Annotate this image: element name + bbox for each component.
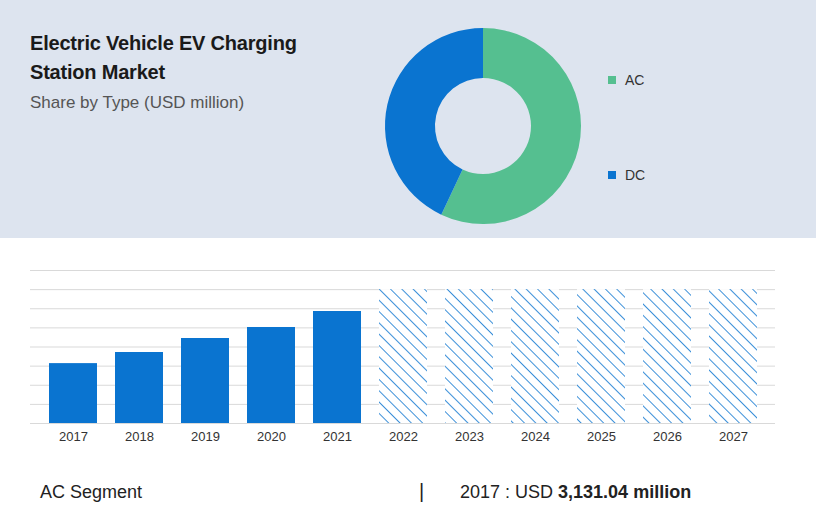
svg-text:DC: DC <box>625 167 645 183</box>
html-text:Electric Vehicle EV Charging S: Electric Vehicle EV Charging Station Mar… <box>30 32 297 83</box>
svg-text:2018: 2018 <box>125 429 154 444</box>
svg-text:2027: 2027 <box>719 429 748 444</box>
html-text:AC Segment: AC Segment <box>40 482 143 502</box>
svg-text:2020: 2020 <box>257 429 286 444</box>
svg-text:2023: 2023 <box>455 429 484 444</box>
html-text:Share by Type (USD million): Share by Type (USD million) <box>30 93 245 112</box>
svg-text:2026: 2026 <box>653 429 682 444</box>
svg-text:AC: AC <box>625 72 644 88</box>
svg-text:2019: 2019 <box>191 429 220 444</box>
svg-text:2017: 2017 <box>59 429 88 444</box>
svg-text:2021: 2021 <box>323 429 352 444</box>
svg-text:2024: 2024 <box>521 429 550 444</box>
html-text:2017 : USD 3,131.04 million: 2017 : USD 3,131.04 million <box>460 482 692 502</box>
svg-text:2025: 2025 <box>587 429 616 444</box>
svg-text:2022: 2022 <box>389 429 418 444</box>
